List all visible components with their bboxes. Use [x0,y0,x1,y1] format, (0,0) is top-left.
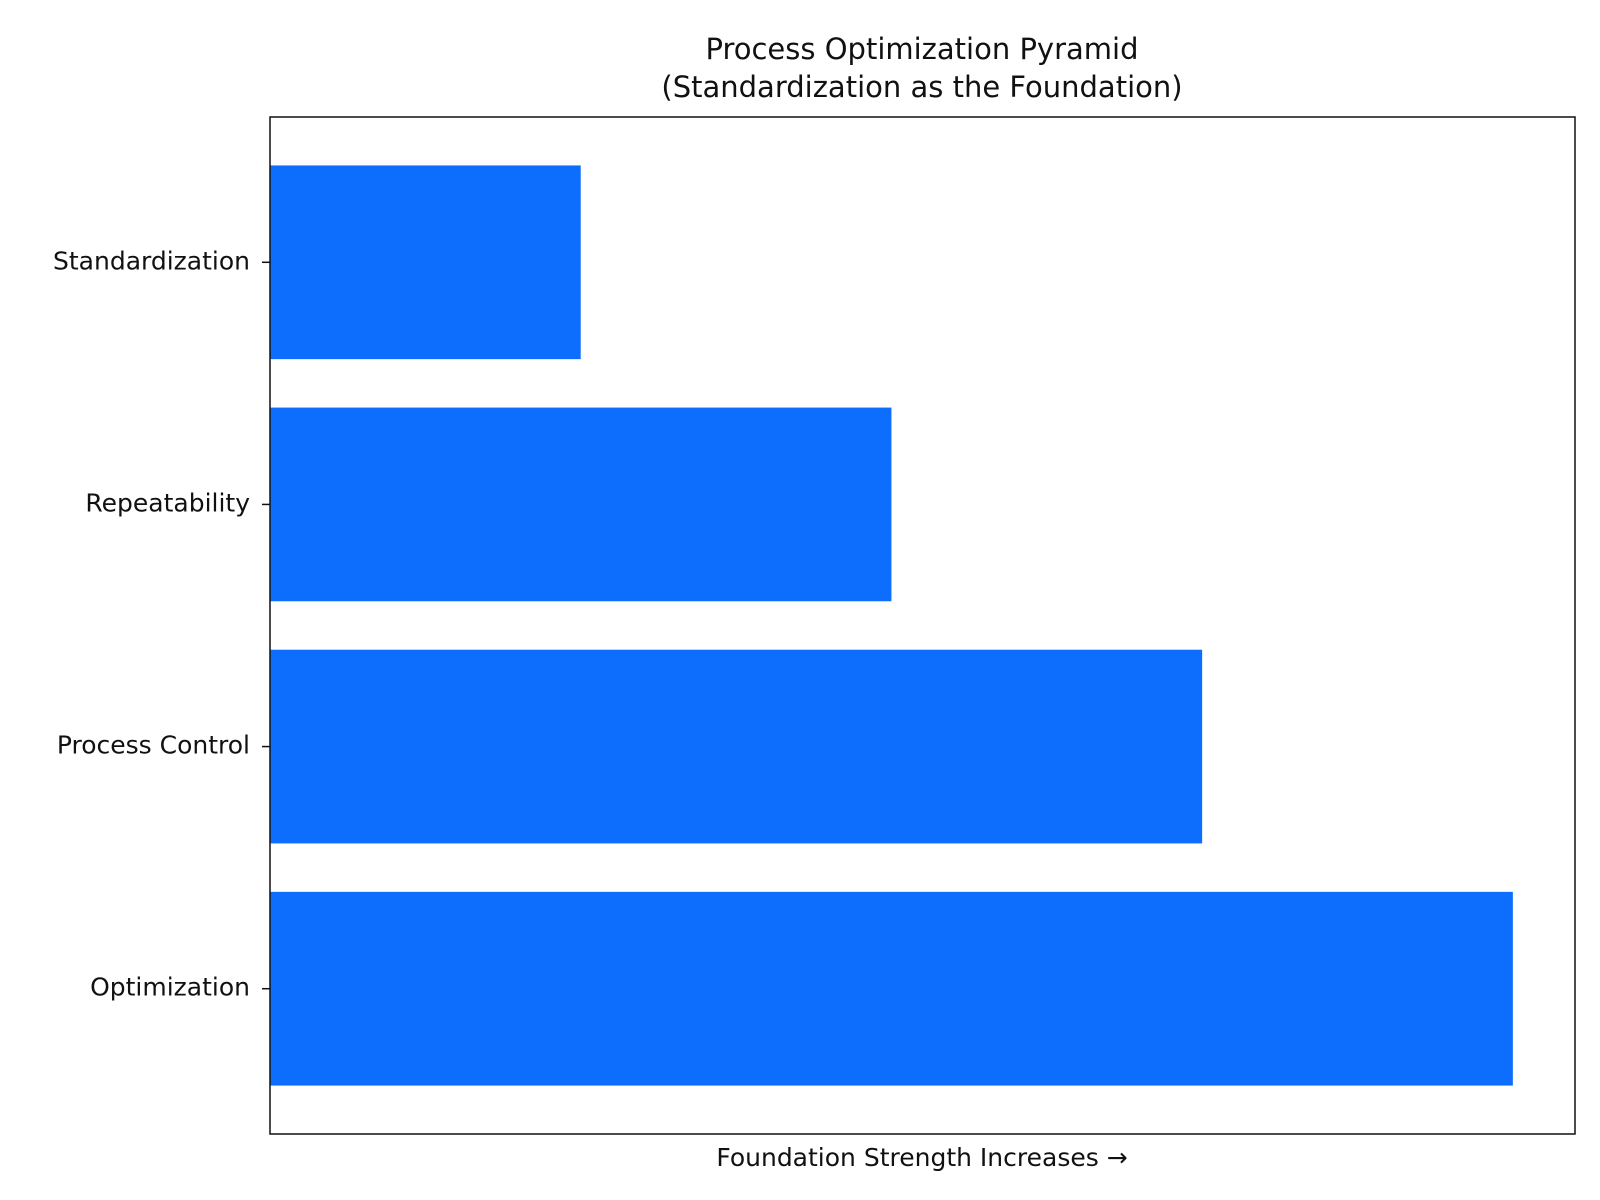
plot-frame [269,116,1576,1135]
y-tick-label: Process Control [57,731,250,760]
bar [270,891,1513,1086]
bar [270,407,892,602]
y-tick-label: Optimization [90,973,250,1002]
x-axis-label: Foundation Strength Increases → [716,1143,1127,1172]
y-tick-label: Repeatability [85,488,250,517]
chart-title: Process Optimization Pyramid [705,32,1138,66]
y-tick-label: Standardization [53,246,250,275]
bar [270,649,1203,844]
chart-subtitle: (Standardization as the Foundation) [661,70,1182,104]
bar [270,165,581,360]
